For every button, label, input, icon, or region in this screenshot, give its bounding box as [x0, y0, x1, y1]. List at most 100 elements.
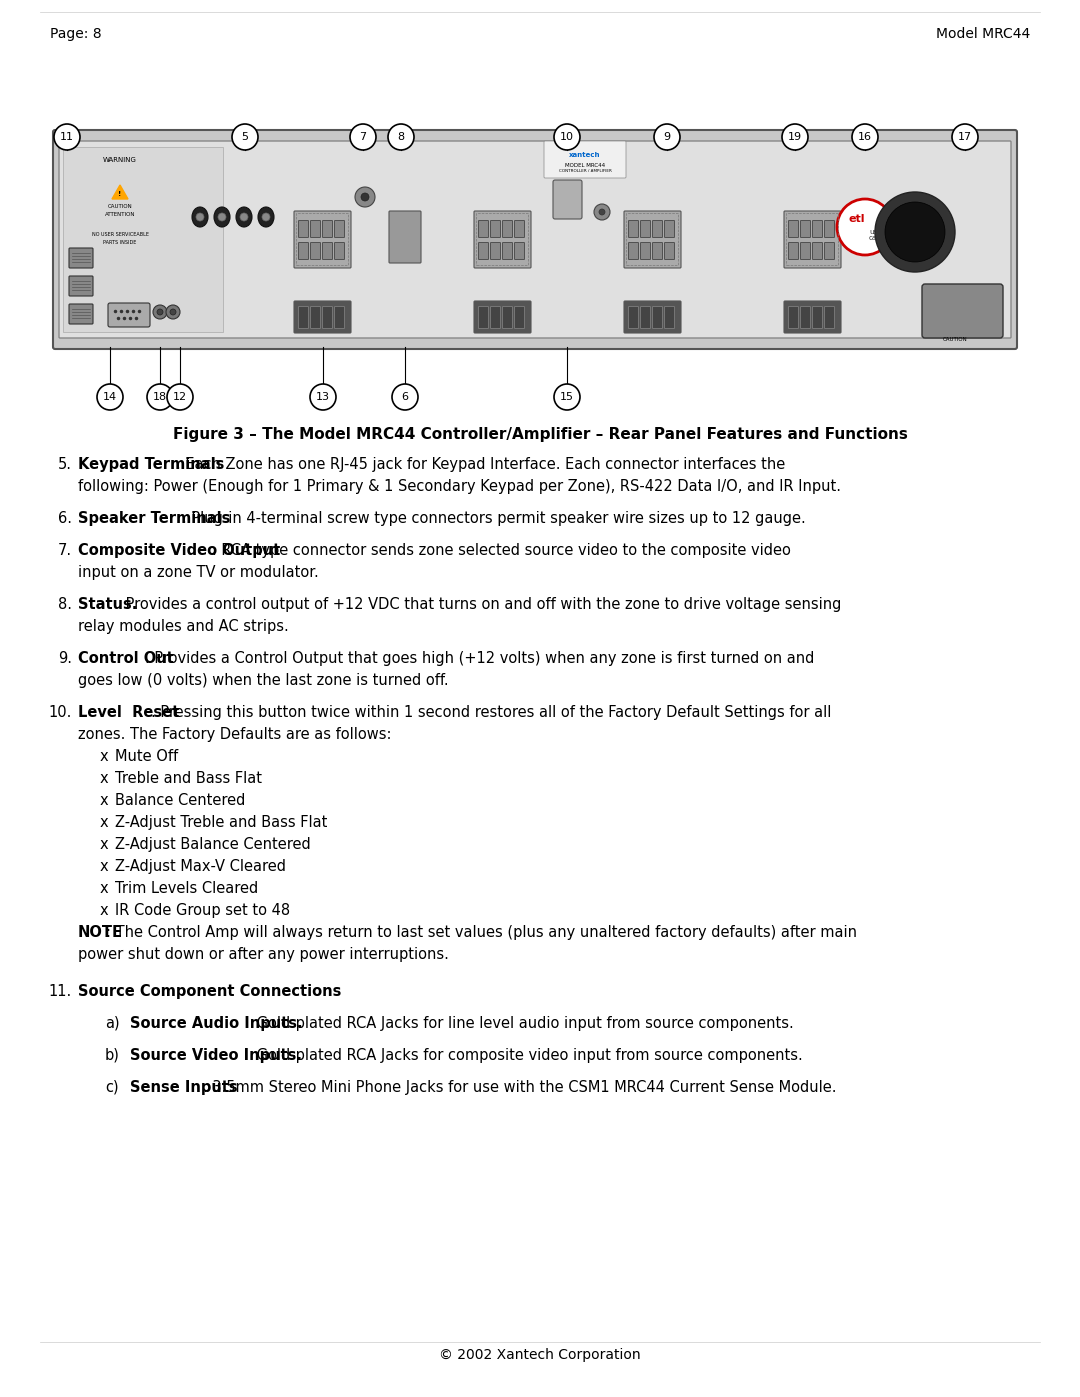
- FancyBboxPatch shape: [490, 243, 500, 260]
- Text: . Provides a Control Output that goes high (+12 volts) when any zone is first tu: . Provides a Control Output that goes hi…: [145, 651, 814, 666]
- Text: Level  Reset: Level Reset: [78, 705, 179, 719]
- Text: ATTENTION: ATTENTION: [105, 212, 135, 217]
- FancyBboxPatch shape: [298, 306, 309, 328]
- FancyBboxPatch shape: [800, 306, 810, 328]
- FancyBboxPatch shape: [514, 243, 525, 260]
- FancyBboxPatch shape: [640, 221, 650, 237]
- FancyBboxPatch shape: [824, 243, 835, 260]
- FancyBboxPatch shape: [474, 211, 531, 268]
- FancyBboxPatch shape: [108, 303, 150, 327]
- Circle shape: [388, 124, 414, 149]
- Text: b): b): [105, 1048, 120, 1063]
- FancyBboxPatch shape: [544, 141, 626, 177]
- Text: 8: 8: [397, 131, 405, 142]
- Text: NOTE: NOTE: [78, 925, 123, 940]
- Text: x: x: [100, 859, 109, 875]
- Text: Keypad Terminals: Keypad Terminals: [78, 457, 225, 472]
- Circle shape: [554, 384, 580, 409]
- Text: 9.: 9.: [58, 651, 72, 666]
- FancyBboxPatch shape: [624, 300, 681, 332]
- FancyBboxPatch shape: [922, 284, 1003, 338]
- Text: 17: 17: [958, 131, 972, 142]
- FancyBboxPatch shape: [63, 147, 222, 332]
- Ellipse shape: [237, 207, 252, 226]
- Text: Source Video Inputs.: Source Video Inputs.: [130, 1048, 302, 1063]
- Text: Z-Adjust Max-V Cleared: Z-Adjust Max-V Cleared: [114, 859, 286, 875]
- FancyBboxPatch shape: [294, 300, 351, 332]
- Text: Composite Video Output: Composite Video Output: [78, 543, 280, 557]
- FancyBboxPatch shape: [474, 300, 531, 332]
- FancyBboxPatch shape: [490, 306, 500, 328]
- Text: 8.: 8.: [58, 597, 72, 612]
- Circle shape: [170, 309, 176, 314]
- Text: Status.: Status.: [78, 597, 137, 612]
- Circle shape: [361, 193, 369, 201]
- Text: 6.: 6.: [58, 511, 72, 527]
- Ellipse shape: [192, 207, 208, 226]
- Text: CAUTION: CAUTION: [108, 204, 133, 210]
- Text: Gold-plated RCA Jacks for composite video input from source components.: Gold-plated RCA Jacks for composite vide…: [252, 1048, 802, 1063]
- Circle shape: [594, 204, 610, 219]
- FancyBboxPatch shape: [502, 306, 513, 328]
- Text: Balance Centered: Balance Centered: [114, 793, 245, 807]
- FancyBboxPatch shape: [294, 211, 351, 268]
- Text: Figure 3 – The Model MRC44 Controller/Amplifier – Rear Panel Features and Functi: Figure 3 – The Model MRC44 Controller/Am…: [173, 427, 907, 441]
- FancyBboxPatch shape: [788, 306, 798, 328]
- Text: following: Power (Enough for 1 Primary & 1 Secondary Keypad per Zone), RS-422 Da: following: Power (Enough for 1 Primary &…: [78, 479, 841, 495]
- Text: Sense Inputs: Sense Inputs: [130, 1080, 238, 1095]
- Text: 13: 13: [316, 393, 330, 402]
- Text: 12: 12: [173, 393, 187, 402]
- FancyBboxPatch shape: [69, 305, 93, 324]
- Text: . RCA type connector sends zone selected source video to the composite video: . RCA type connector sends zone selected…: [212, 543, 791, 557]
- FancyBboxPatch shape: [298, 243, 309, 260]
- Circle shape: [951, 124, 978, 149]
- Text: 5: 5: [242, 131, 248, 142]
- FancyBboxPatch shape: [323, 243, 333, 260]
- Text: IR Code Group set to 48: IR Code Group set to 48: [114, 902, 291, 918]
- FancyBboxPatch shape: [824, 306, 835, 328]
- Circle shape: [852, 124, 878, 149]
- FancyBboxPatch shape: [311, 243, 321, 260]
- FancyBboxPatch shape: [553, 180, 582, 219]
- FancyBboxPatch shape: [335, 306, 345, 328]
- FancyBboxPatch shape: [652, 243, 662, 260]
- Circle shape: [599, 210, 605, 215]
- Text: NO USER SERVICEABLE: NO USER SERVICEABLE: [92, 232, 149, 237]
- FancyBboxPatch shape: [311, 306, 321, 328]
- Circle shape: [147, 384, 173, 409]
- Text: Z-Adjust Balance Centered: Z-Adjust Balance Centered: [114, 837, 311, 852]
- Text: . Plug-in 4-terminal screw type connectors permit speaker wire sizes up to 12 ga: . Plug-in 4-terminal screw type connecto…: [181, 511, 806, 527]
- FancyBboxPatch shape: [478, 221, 488, 237]
- Text: CAUTION: CAUTION: [943, 337, 968, 342]
- Text: 7.: 7.: [58, 543, 72, 557]
- Text: 5.: 5.: [58, 457, 72, 472]
- FancyBboxPatch shape: [502, 243, 513, 260]
- Text: c): c): [105, 1080, 119, 1095]
- Text: relay modules and AC strips.: relay modules and AC strips.: [78, 619, 288, 634]
- Text: Source Audio Inputs.: Source Audio Inputs.: [130, 1016, 302, 1031]
- FancyBboxPatch shape: [629, 221, 638, 237]
- Text: power shut down or after any power interruptions.: power shut down or after any power inter…: [78, 947, 449, 963]
- FancyBboxPatch shape: [812, 306, 823, 328]
- Text: . 3.5mm Stereo Mini Phone Jacks for use with the CSM1 MRC44 Current Sense Module: . 3.5mm Stereo Mini Phone Jacks for use …: [203, 1080, 837, 1095]
- Text: 14: 14: [103, 393, 117, 402]
- Text: PARTS INSIDE: PARTS INSIDE: [104, 240, 137, 244]
- FancyBboxPatch shape: [335, 243, 345, 260]
- Circle shape: [153, 305, 167, 319]
- Text: 18: 18: [153, 393, 167, 402]
- Text: Speaker Terminals: Speaker Terminals: [78, 511, 230, 527]
- FancyBboxPatch shape: [640, 243, 650, 260]
- Text: 16: 16: [858, 131, 872, 142]
- Circle shape: [350, 124, 376, 149]
- Text: zones. The Factory Defaults are as follows:: zones. The Factory Defaults are as follo…: [78, 726, 391, 742]
- Circle shape: [167, 384, 193, 409]
- Text: us
ca: us ca: [869, 229, 877, 242]
- FancyBboxPatch shape: [824, 221, 835, 237]
- Circle shape: [97, 384, 123, 409]
- Text: x: x: [100, 793, 109, 807]
- Circle shape: [837, 198, 893, 256]
- Circle shape: [654, 124, 680, 149]
- Circle shape: [875, 191, 955, 272]
- Text: x: x: [100, 749, 109, 764]
- Text: x: x: [100, 902, 109, 918]
